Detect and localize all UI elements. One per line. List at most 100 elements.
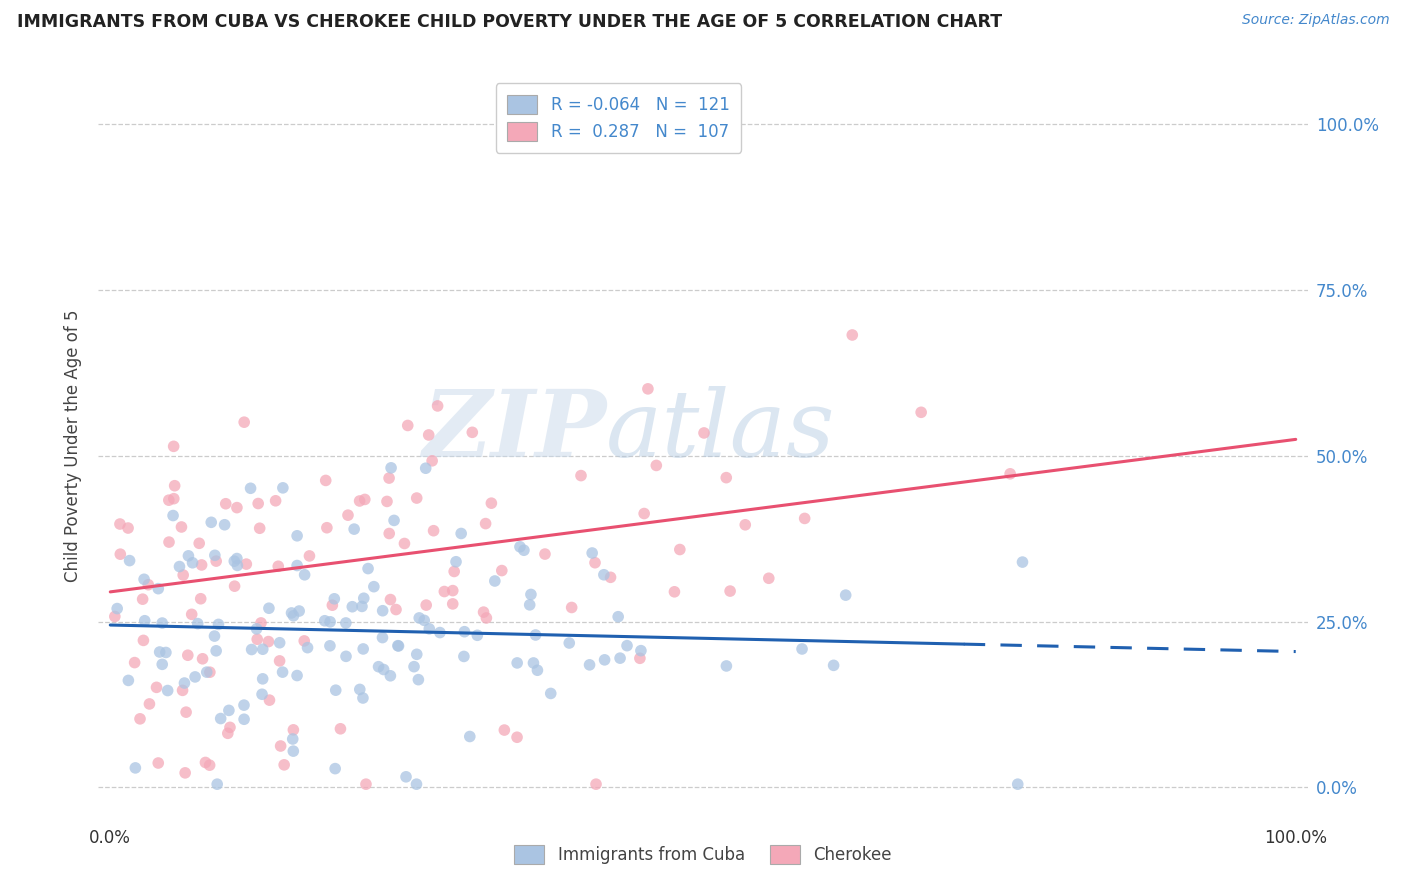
Point xyxy=(259,693,281,707)
Point xyxy=(292,634,315,648)
Point xyxy=(172,683,194,698)
Point xyxy=(453,649,475,664)
Point xyxy=(790,642,813,657)
Point xyxy=(134,614,156,628)
Point xyxy=(323,591,346,606)
Point xyxy=(450,526,472,541)
Point xyxy=(283,723,305,737)
Point xyxy=(132,572,155,586)
Point xyxy=(239,481,262,495)
Point xyxy=(335,615,357,630)
Point xyxy=(506,656,529,670)
Point xyxy=(315,521,337,535)
Point xyxy=(394,536,416,550)
Point xyxy=(441,583,464,598)
Point xyxy=(453,624,475,639)
Text: ZIP: ZIP xyxy=(422,386,606,476)
Point xyxy=(250,615,273,630)
Point xyxy=(269,636,291,650)
Point xyxy=(385,602,408,616)
Point xyxy=(1007,777,1029,791)
Point xyxy=(472,605,495,619)
Point xyxy=(207,617,229,632)
Point xyxy=(252,672,274,686)
Point xyxy=(271,665,294,679)
Point xyxy=(285,529,308,543)
Point xyxy=(540,686,562,700)
Point xyxy=(479,496,502,510)
Point xyxy=(124,761,146,775)
Point xyxy=(129,712,152,726)
Point xyxy=(350,599,373,614)
Point xyxy=(628,651,651,665)
Point xyxy=(373,663,395,677)
Point xyxy=(998,467,1021,481)
Point xyxy=(378,526,401,541)
Point xyxy=(188,536,211,550)
Point xyxy=(910,405,932,419)
Point xyxy=(426,399,449,413)
Point xyxy=(205,644,228,658)
Point xyxy=(578,657,600,672)
Point xyxy=(352,642,374,657)
Point xyxy=(257,601,280,615)
Point xyxy=(200,516,222,530)
Point xyxy=(297,640,319,655)
Point xyxy=(190,558,212,572)
Point xyxy=(342,599,364,614)
Point xyxy=(294,567,316,582)
Point xyxy=(353,591,375,606)
Point xyxy=(349,494,371,508)
Point xyxy=(1011,555,1033,569)
Point xyxy=(443,565,465,579)
Point xyxy=(217,726,239,740)
Point xyxy=(645,458,668,473)
Point xyxy=(169,559,191,574)
Point xyxy=(184,670,207,684)
Point xyxy=(793,511,815,525)
Text: IMMIGRANTS FROM CUBA VS CHEROKEE CHILD POVERTY UNDER THE AGE OF 5 CORRELATION CH: IMMIGRANTS FROM CUBA VS CHEROKEE CHILD P… xyxy=(17,13,1002,31)
Point xyxy=(215,497,238,511)
Point xyxy=(491,564,513,578)
Point xyxy=(233,698,256,713)
Point xyxy=(226,558,249,573)
Point xyxy=(283,608,305,623)
Point xyxy=(484,574,506,588)
Point xyxy=(270,739,292,753)
Point xyxy=(117,673,139,688)
Point xyxy=(474,516,496,531)
Point xyxy=(285,558,308,573)
Y-axis label: Child Poverty Under the Age of 5: Child Poverty Under the Age of 5 xyxy=(65,310,83,582)
Point xyxy=(609,651,631,665)
Point xyxy=(405,777,427,791)
Point xyxy=(607,609,630,624)
Point xyxy=(132,633,155,648)
Point xyxy=(105,601,128,615)
Point xyxy=(131,592,153,607)
Point xyxy=(475,611,498,625)
Point xyxy=(367,659,389,673)
Point xyxy=(422,524,444,538)
Point xyxy=(585,777,607,791)
Point xyxy=(408,611,430,625)
Point xyxy=(195,665,218,680)
Point xyxy=(461,425,484,440)
Point xyxy=(149,645,172,659)
Point xyxy=(157,535,180,549)
Point xyxy=(354,777,377,791)
Point xyxy=(616,639,638,653)
Point xyxy=(520,587,543,601)
Point xyxy=(315,474,337,488)
Point xyxy=(718,584,741,599)
Point xyxy=(630,643,652,657)
Point xyxy=(104,609,127,624)
Point xyxy=(375,494,398,508)
Point xyxy=(418,622,440,636)
Text: atlas: atlas xyxy=(606,386,835,476)
Point xyxy=(429,625,451,640)
Point xyxy=(494,723,516,737)
Point xyxy=(513,543,536,558)
Point xyxy=(415,461,437,475)
Point xyxy=(387,639,409,653)
Point xyxy=(395,770,418,784)
